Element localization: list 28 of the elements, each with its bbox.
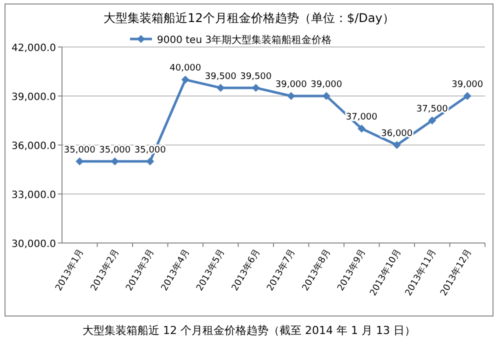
point: [428, 116, 436, 124]
y-tick-label: 36,000.0: [11, 141, 56, 152]
point: [216, 84, 225, 92]
point: [146, 157, 154, 166]
point: [358, 124, 366, 133]
point: [392, 141, 401, 149]
data-label: 36,000: [381, 129, 413, 139]
point: [181, 76, 190, 84]
data-label: 39,500: [240, 72, 272, 82]
y-tick-label: 42,000.0: [11, 43, 56, 54]
legend-label: 9000 teu 3年期大型集装箱船租金价格: [157, 34, 332, 46]
data-label: 39,500: [204, 72, 237, 82]
data-label: 35,000: [64, 145, 96, 156]
point: [110, 157, 119, 166]
data-label: 37,500: [416, 104, 448, 114]
point: [76, 157, 84, 166]
chart-title: 大型集装箱船近12个月租金价格趋势（单位：$/Day）: [104, 11, 394, 25]
data-label: 39,000: [310, 80, 342, 90]
point: [463, 92, 472, 100]
data-label: 35,000: [99, 145, 131, 156]
y-tick-label: 30,000.0: [11, 239, 56, 250]
data-label: 39,000: [452, 80, 484, 90]
data-label: 39,000: [275, 80, 308, 90]
point: [252, 84, 260, 92]
data-label: 40,000: [170, 64, 202, 74]
text: 大型集装箱船近 12 个月租金价格趋势（截至 2014 年 1 月 13 日）: [82, 324, 416, 337]
y-tick-label: 33,000.0: [11, 190, 56, 201]
y-tick-label: 39,000.0: [11, 92, 56, 103]
